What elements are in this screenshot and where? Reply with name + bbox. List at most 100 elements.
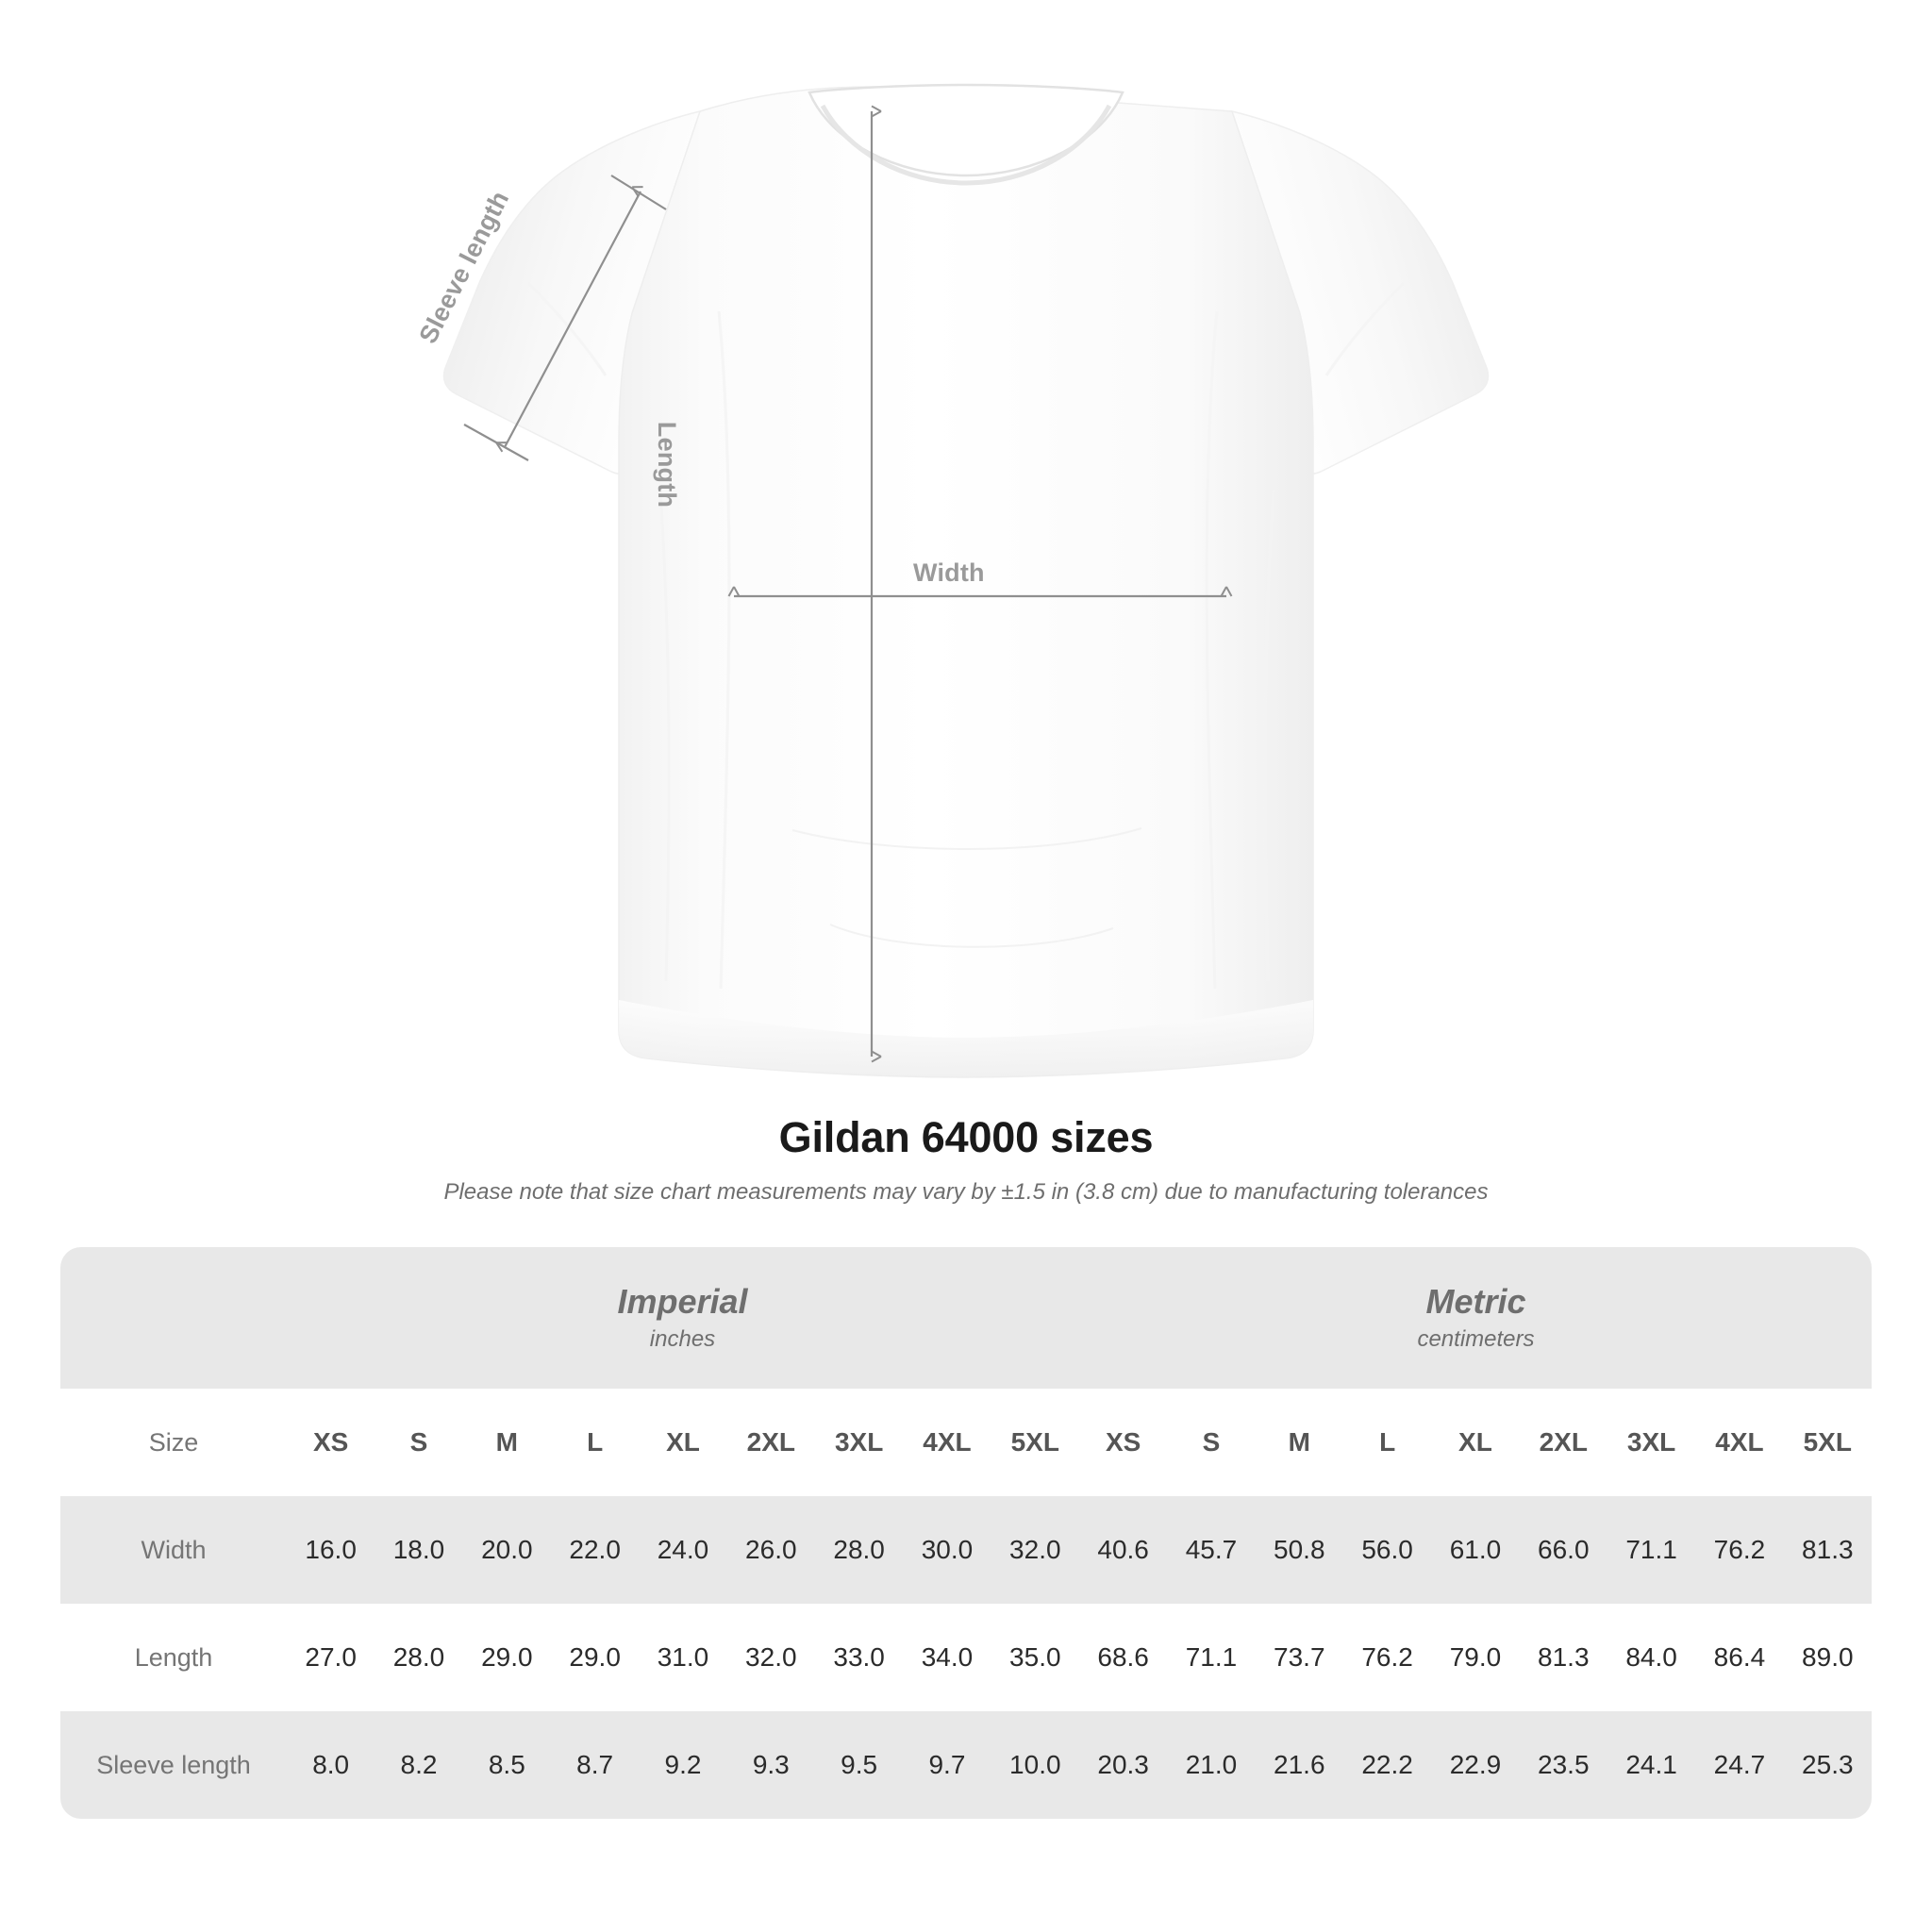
cell-sleeve-length-17: 25.3 [1783, 1711, 1872, 1819]
cell-sleeve-length-10: 21.0 [1167, 1711, 1256, 1819]
size-col-5-2XL: 2XL [726, 1389, 815, 1496]
cell-width-12: 56.0 [1342, 1496, 1432, 1604]
cell-sleeve-length-11: 21.6 [1255, 1711, 1343, 1819]
size-col-0-XS: XS [287, 1389, 375, 1496]
size-col-8-5XL: 5XL [991, 1389, 1079, 1496]
tshirt-diagram: Sleeve length Length Width [413, 83, 1490, 1078]
size-col-1-S: S [375, 1389, 463, 1496]
cell-length-11: 73.7 [1255, 1604, 1343, 1711]
cell-length-9: 68.6 [1078, 1604, 1168, 1711]
size-col-6-3XL: 3XL [814, 1389, 904, 1496]
cell-length-10: 71.1 [1167, 1604, 1256, 1711]
size-col-10-S: S [1167, 1389, 1256, 1496]
cell-width-15: 71.1 [1607, 1496, 1696, 1604]
size-col-16-4XL: 4XL [1695, 1389, 1784, 1496]
cell-sleeve-length-3: 8.7 [550, 1711, 640, 1819]
cell-width-8: 32.0 [991, 1496, 1079, 1604]
cell-sleeve-length-9: 20.3 [1078, 1711, 1168, 1819]
sleeve-tick-bottom [463, 424, 529, 461]
sleeve-dimension-line [495, 186, 643, 453]
cell-sleeve-length-16: 24.7 [1695, 1711, 1784, 1819]
cell-length-7: 34.0 [903, 1604, 991, 1711]
cell-length-1: 28.0 [375, 1604, 463, 1711]
size-col-14-2XL: 2XL [1519, 1389, 1607, 1496]
cell-sleeve-length-6: 9.5 [814, 1711, 904, 1819]
cell-sleeve-length-1: 8.2 [375, 1711, 463, 1819]
tolerance-note: Please note that size chart measurements… [443, 1179, 1489, 1205]
size-col-12-L: L [1342, 1389, 1432, 1496]
unit-sub-metric: centimeters [1417, 1325, 1535, 1352]
table-row-sleeve-length: Sleeve length 8.0 8.2 8.5 8.7 9.2 9.3 9.5 9.7 10.… [60, 1711, 1872, 1819]
size-col-7-4XL: 4XL [903, 1389, 991, 1496]
unit-sub-imperial: inches [649, 1325, 716, 1352]
unit-header-imperial: Imperial inches [287, 1247, 1079, 1389]
size-col-4-XL: XL [639, 1389, 727, 1496]
unit-name-metric: Metric [1425, 1281, 1526, 1321]
cell-width-13: 61.0 [1431, 1496, 1520, 1604]
cell-width-17: 81.3 [1783, 1496, 1872, 1604]
page-title: Gildan 64000 sizes [778, 1113, 1154, 1161]
cell-sleeve-length-13: 22.9 [1431, 1711, 1520, 1819]
table-row-width: Width 16.0 18.0 20.0 22.0 24.0 26.0 28.0 30.0 32.… [60, 1496, 1872, 1604]
cell-length-14: 81.3 [1519, 1604, 1607, 1711]
cell-sleeve-length-7: 9.7 [903, 1711, 991, 1819]
cell-length-4: 31.0 [639, 1604, 727, 1711]
cell-sleeve-length-4: 9.2 [639, 1711, 727, 1819]
cell-width-14: 66.0 [1519, 1496, 1607, 1604]
size-col-13-XL: XL [1431, 1389, 1520, 1496]
size-header-row: Size XS S M L XL 2XL 3XL 4XL 5XL XS S M L XL 2XL 3XL 4XL 5… [60, 1389, 1872, 1496]
cell-width-0: 16.0 [287, 1496, 375, 1604]
cell-width-1: 18.0 [375, 1496, 463, 1604]
size-col-11-M: M [1255, 1389, 1343, 1496]
cell-length-2: 29.0 [462, 1604, 551, 1711]
row-header-sleeve-length: Sleeve length [60, 1711, 287, 1819]
size-col-17-5XL: 5XL [1783, 1389, 1872, 1496]
cell-length-8: 35.0 [991, 1604, 1079, 1711]
cell-length-0: 27.0 [287, 1604, 375, 1711]
cell-width-6: 28.0 [814, 1496, 904, 1604]
cell-sleeve-length-5: 9.3 [726, 1711, 815, 1819]
row-header-length: Length [60, 1604, 287, 1711]
cell-width-2: 20.0 [462, 1496, 551, 1604]
length-label: Length [653, 421, 682, 508]
unit-name-imperial: Imperial [617, 1281, 748, 1321]
unit-header-metric: Metric centimeters [1077, 1247, 1872, 1389]
unit-header-row: Imperial inches Metric centimeters [60, 1247, 1872, 1389]
tshirt-illustration [442, 83, 1490, 1078]
title-block: Gildan 64000 sizes Please note that size… [0, 1113, 1932, 1206]
row-header-size: Size [60, 1389, 287, 1496]
cell-length-13: 79.0 [1431, 1604, 1520, 1711]
cell-sleeve-length-8: 10.0 [991, 1711, 1079, 1819]
cell-length-16: 86.4 [1695, 1604, 1784, 1711]
size-col-3-L: L [550, 1389, 640, 1496]
cell-length-17: 89.0 [1783, 1604, 1872, 1711]
cell-sleeve-length-12: 22.2 [1342, 1711, 1432, 1819]
cell-width-5: 26.0 [726, 1496, 815, 1604]
size-chart-table: Imperial inches Metric centimeters Size XS S M L… [60, 1247, 1872, 1819]
cell-length-5: 32.0 [726, 1604, 815, 1711]
size-chart-table-wrapper: Imperial inches Metric centimeters Size XS S M L… [60, 1247, 1872, 1819]
cell-width-16: 76.2 [1695, 1496, 1784, 1604]
cell-width-10: 45.7 [1167, 1496, 1256, 1604]
cell-width-11: 50.8 [1255, 1496, 1343, 1604]
size-col-15-3XL: 3XL [1607, 1389, 1696, 1496]
cell-length-15: 84.0 [1607, 1604, 1696, 1711]
measurement-lines [463, 105, 1233, 1063]
cell-sleeve-length-2: 8.5 [462, 1711, 551, 1819]
size-col-2-M: M [462, 1389, 551, 1496]
cell-length-12: 76.2 [1342, 1604, 1432, 1711]
unit-header-spacer [60, 1247, 287, 1389]
cell-width-7: 30.0 [903, 1496, 991, 1604]
cell-sleeve-length-14: 23.5 [1519, 1711, 1607, 1819]
cell-width-9: 40.6 [1078, 1496, 1168, 1604]
cell-sleeve-length-15: 24.1 [1607, 1711, 1696, 1819]
size-col-9-XS: XS [1078, 1389, 1168, 1496]
cell-length-3: 29.0 [550, 1604, 640, 1711]
cell-sleeve-length-0: 8.0 [287, 1711, 375, 1819]
row-header-width: Width [60, 1496, 287, 1604]
cell-width-4: 24.0 [639, 1496, 727, 1604]
width-label: Width [913, 558, 985, 587]
sleeve-tick-top [610, 175, 667, 210]
table-row-length: Length 27.0 28.0 29.0 29.0 31.0 32.0 33.0 34.0 35… [60, 1604, 1872, 1711]
cell-width-3: 22.0 [550, 1496, 640, 1604]
